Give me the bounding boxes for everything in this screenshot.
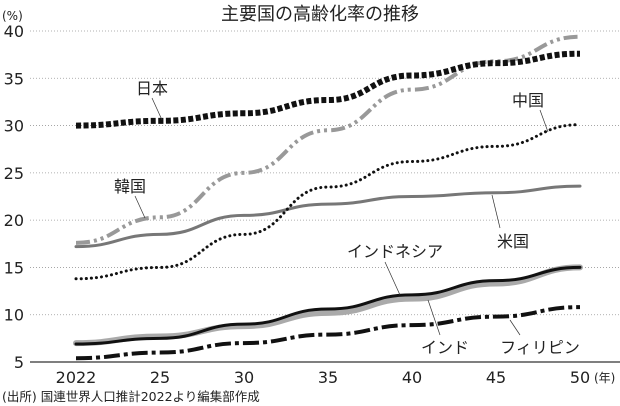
- series-line: [75, 50, 581, 129]
- series-line: [73, 264, 583, 347]
- series-label: フィリピン: [500, 338, 580, 357]
- y-axis-unit: (%): [2, 9, 23, 23]
- leader-line: [491, 194, 501, 229]
- y-tick-label: 30: [4, 117, 24, 136]
- series-line: [74, 265, 582, 346]
- series-line: [75, 305, 581, 361]
- leader-line: [509, 319, 521, 336]
- y-tick-label: 25: [4, 164, 24, 183]
- x-tick-label: 25: [150, 368, 170, 387]
- y-tick-label: 5: [14, 353, 24, 372]
- series-label: 中国: [512, 91, 544, 110]
- x-axis-unit: (年): [594, 371, 615, 385]
- series-label: 日本: [136, 79, 168, 98]
- series-label: インドネシア: [347, 242, 443, 261]
- x-tick-label: 50: [570, 368, 590, 387]
- leader-line: [427, 299, 441, 336]
- x-tick-label: 40: [402, 368, 422, 387]
- chart-title: 主要国の高齢化率の推移: [221, 4, 419, 25]
- y-tick-label: 10: [4, 306, 24, 325]
- x-tick-label: 2022: [56, 368, 97, 387]
- leader-line: [151, 97, 163, 121]
- series-line: [74, 123, 582, 281]
- y-tick-label: 35: [4, 69, 24, 88]
- x-tick-labels: 2022 25 30 35 40 45 50: [56, 368, 591, 387]
- leader-line: [134, 195, 146, 219]
- source-note: (出所) 国連世界人口推計2022より編集部作成: [2, 389, 260, 404]
- series-line: [75, 34, 581, 245]
- y-tick-label: 20: [4, 211, 24, 230]
- x-tick-label: 45: [486, 368, 506, 387]
- series-label: インド: [421, 338, 469, 357]
- series-lines: [73, 34, 583, 361]
- x-tick-label: 30: [234, 368, 254, 387]
- y-tick-label: 40: [4, 22, 24, 41]
- series-label: 韓国: [114, 177, 146, 196]
- series-line: [74, 184, 582, 249]
- leader-line: [384, 261, 401, 296]
- leader-line: [539, 109, 549, 133]
- series-label: 米国: [497, 232, 529, 251]
- x-tick-label: 35: [318, 368, 338, 387]
- y-tick-label: 15: [4, 258, 24, 277]
- y-tick-labels: 5 10 15 20 25 30 35 40: [4, 22, 24, 372]
